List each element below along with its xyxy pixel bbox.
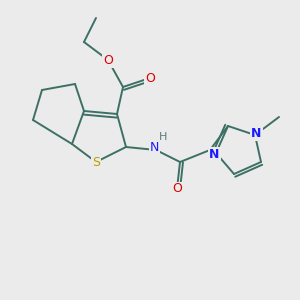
Text: N: N [209, 148, 220, 161]
Text: O: O [103, 53, 113, 67]
Text: H: H [159, 131, 168, 142]
Text: N: N [150, 141, 159, 154]
Text: N: N [251, 127, 262, 140]
Text: O: O [172, 182, 182, 196]
Text: S: S [92, 155, 100, 169]
Text: O: O [145, 71, 155, 85]
